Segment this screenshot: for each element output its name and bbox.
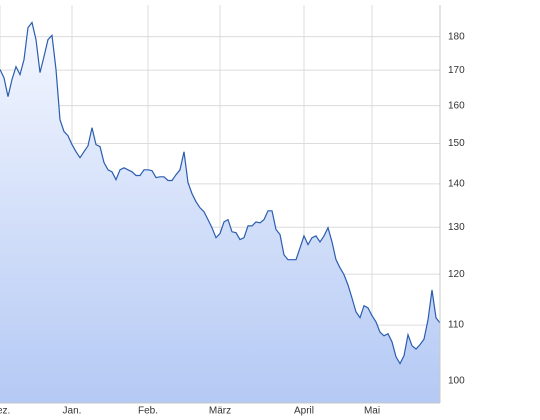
y-tick-label: 160 bbox=[448, 100, 465, 111]
y-tick-label: 120 bbox=[448, 269, 465, 280]
x-tick-label: Mai bbox=[364, 406, 380, 417]
y-tick-label: 140 bbox=[448, 178, 465, 189]
x-tick-label: März bbox=[209, 406, 231, 417]
x-tick-label: Feb. bbox=[138, 406, 158, 417]
y-tick-label: 180 bbox=[448, 31, 465, 42]
y-tick-label: 150 bbox=[448, 138, 465, 149]
y-tick-label: 110 bbox=[448, 320, 464, 331]
y-tick-label: 170 bbox=[448, 65, 465, 76]
area-fill bbox=[0, 22, 440, 403]
y-tick-label: 130 bbox=[448, 222, 465, 233]
price-line bbox=[0, 21, 441, 365]
y-tick-label: 100 bbox=[448, 376, 465, 387]
x-tick-label: Jan. bbox=[63, 406, 82, 417]
x-tick-label: Dez. bbox=[0, 406, 10, 417]
x-tick-label: April bbox=[294, 406, 314, 417]
